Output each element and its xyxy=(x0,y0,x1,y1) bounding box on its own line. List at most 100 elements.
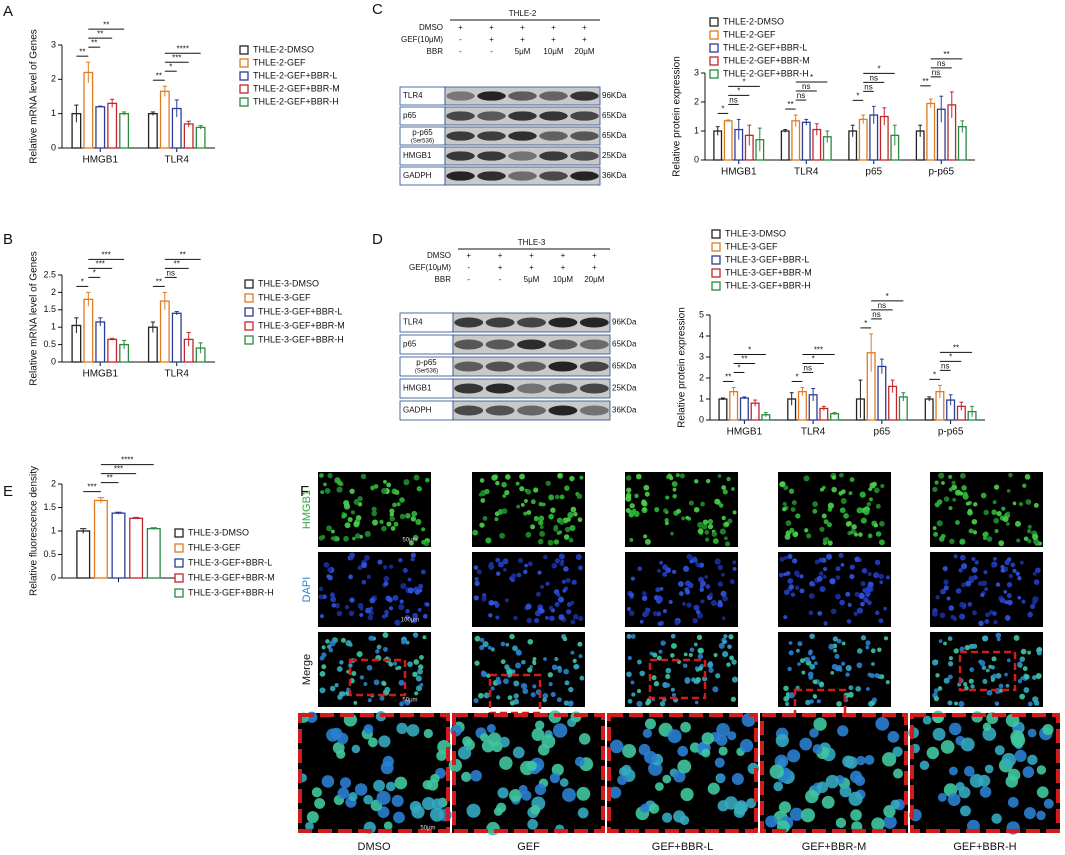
cell xyxy=(490,686,495,691)
cell xyxy=(389,512,395,517)
cell xyxy=(636,659,642,665)
cell xyxy=(812,744,823,754)
cell xyxy=(831,486,837,493)
cell xyxy=(526,760,537,772)
band-size: 96KDa xyxy=(602,91,627,100)
cell xyxy=(865,645,870,650)
cell xyxy=(513,680,520,687)
treatment-value: + xyxy=(529,251,534,260)
cell xyxy=(864,754,875,765)
cell xyxy=(675,473,680,478)
cell xyxy=(513,693,519,699)
cell xyxy=(727,731,737,741)
bar xyxy=(159,90,170,149)
cell xyxy=(1000,564,1005,569)
cell xyxy=(537,570,542,575)
cell xyxy=(746,798,757,809)
x-tick-label: p65 xyxy=(865,167,882,178)
cell xyxy=(792,558,798,564)
cell xyxy=(579,475,584,480)
cell xyxy=(409,540,414,546)
cell xyxy=(659,587,664,591)
cell xyxy=(718,503,724,508)
cell xyxy=(410,552,416,558)
error-bar xyxy=(86,61,91,83)
error-bar xyxy=(814,123,819,136)
cell xyxy=(794,585,800,591)
cell xyxy=(541,734,556,749)
cell xyxy=(1018,501,1024,507)
blot-band xyxy=(446,91,475,101)
blot-band xyxy=(517,405,546,416)
bar xyxy=(739,397,749,421)
cell xyxy=(498,561,504,568)
significance-label: ** xyxy=(922,77,928,86)
cell xyxy=(399,701,405,707)
cell xyxy=(991,656,997,662)
cell xyxy=(396,722,408,735)
cell xyxy=(630,633,636,639)
cell xyxy=(559,778,569,787)
cell xyxy=(940,588,946,595)
cell xyxy=(875,503,881,509)
cell xyxy=(654,782,664,791)
cell xyxy=(831,663,838,670)
error-bar xyxy=(715,126,720,136)
cell xyxy=(1013,635,1020,641)
cell xyxy=(554,656,559,662)
cell xyxy=(677,745,689,757)
cell xyxy=(394,776,408,790)
cell xyxy=(360,473,367,480)
cell xyxy=(692,617,698,624)
scale-bar-label: 100μm xyxy=(401,618,419,624)
cell xyxy=(787,666,792,672)
cell xyxy=(722,489,728,495)
cell xyxy=(830,608,837,615)
cell xyxy=(559,519,565,525)
cell xyxy=(866,687,870,691)
cell xyxy=(716,774,726,783)
scale-bar-label: 50μm xyxy=(420,826,435,832)
cell xyxy=(382,755,394,768)
cell xyxy=(1005,775,1019,788)
legend-label: THLE-2-GEF xyxy=(253,57,306,67)
cell xyxy=(661,812,673,823)
cell xyxy=(634,493,639,499)
cell xyxy=(477,692,484,699)
cell xyxy=(527,561,533,567)
cell xyxy=(626,487,632,493)
cell xyxy=(707,523,714,530)
cell xyxy=(962,493,969,500)
y-tick-label: 2.5 xyxy=(43,269,56,279)
cell xyxy=(545,581,550,586)
cell xyxy=(773,781,784,792)
error-bar xyxy=(948,394,953,406)
cell xyxy=(826,553,833,560)
error-bar xyxy=(121,339,127,349)
cell xyxy=(329,685,336,692)
cell xyxy=(680,721,691,733)
cell xyxy=(385,781,396,792)
cell xyxy=(959,472,966,479)
cell xyxy=(812,679,818,685)
legend-swatch xyxy=(174,543,184,553)
blot-band xyxy=(508,91,537,101)
cell xyxy=(982,678,988,684)
y-tick-label: 1.5 xyxy=(43,304,56,314)
cell xyxy=(638,743,651,756)
cell xyxy=(724,521,730,527)
treatment-value: 5μM xyxy=(515,47,531,56)
cell xyxy=(520,502,525,507)
error-bar xyxy=(121,111,127,116)
scale-bar-label: 50μm xyxy=(402,538,417,544)
blot-band xyxy=(446,171,475,181)
band-sublabel: (Ser536) xyxy=(415,369,438,375)
blot-band xyxy=(485,317,515,328)
cell xyxy=(812,501,818,507)
cell xyxy=(670,687,675,692)
cell xyxy=(1006,511,1010,516)
cell xyxy=(805,789,819,804)
cell xyxy=(937,686,943,691)
cell xyxy=(938,639,943,643)
cell xyxy=(671,692,677,697)
